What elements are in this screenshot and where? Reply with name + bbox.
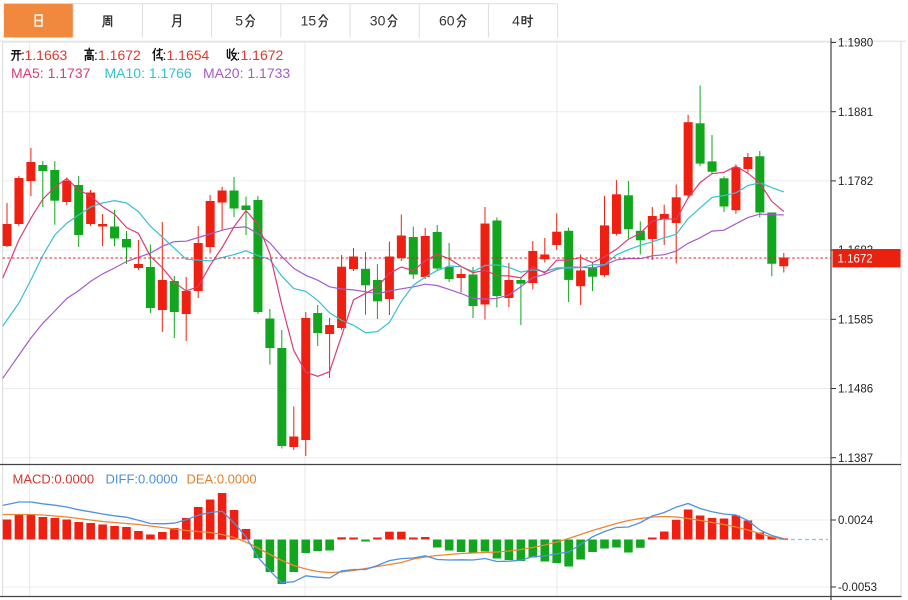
svg-text:1.1980: 1.1980 [838, 38, 873, 50]
svg-text:1.1585: 1.1585 [838, 314, 873, 326]
svg-text:-0.0053: -0.0053 [838, 582, 877, 594]
svg-text:15: 15 [301, 13, 317, 29]
svg-text:1.1486: 1.1486 [838, 384, 873, 396]
svg-text:MA20: 1.1733: MA20: 1.1733 [203, 65, 290, 81]
svg-text:1.1782: 1.1782 [838, 176, 873, 188]
svg-text::: : [94, 47, 98, 63]
svg-text:DEA:0.0000: DEA:0.0000 [187, 472, 257, 487]
svg-text::: : [237, 47, 241, 63]
svg-text:60: 60 [439, 13, 455, 29]
svg-text:4: 4 [512, 13, 520, 29]
svg-text::: : [21, 47, 25, 63]
svg-text:5: 5 [235, 13, 243, 29]
svg-text:MA10: 1.1766: MA10: 1.1766 [105, 65, 192, 81]
svg-text:1.1663: 1.1663 [25, 47, 68, 63]
svg-text:1.1654: 1.1654 [167, 47, 210, 63]
svg-text:1.1672: 1.1672 [241, 47, 284, 63]
svg-text:0.0024: 0.0024 [838, 515, 874, 527]
svg-text:MA5: 1.1737: MA5: 1.1737 [11, 65, 91, 81]
svg-text:1.1672: 1.1672 [98, 47, 141, 63]
svg-text:30: 30 [370, 13, 386, 29]
svg-text:MACD:0.0000: MACD:0.0000 [13, 472, 95, 487]
svg-text:1.1881: 1.1881 [838, 107, 873, 119]
svg-text:1.1672: 1.1672 [838, 253, 873, 265]
svg-text::: : [163, 47, 167, 63]
svg-text:1.1387: 1.1387 [838, 453, 873, 465]
svg-text:DIFF:0.0000: DIFF:0.0000 [106, 472, 178, 487]
